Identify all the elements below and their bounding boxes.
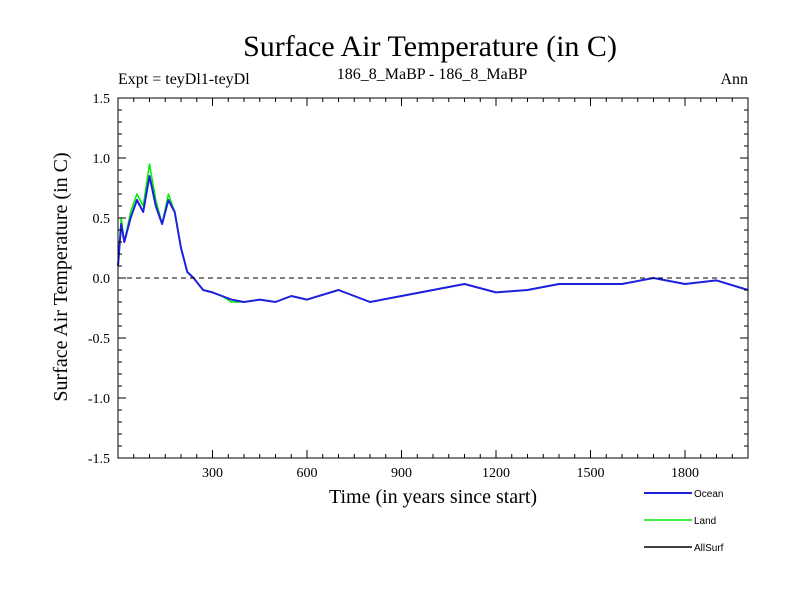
experiment-label: Expt = teyDl1-teyDl [118, 71, 250, 88]
x-tick-label: 1500 [577, 466, 605, 481]
x-tick-label: 1200 [482, 466, 510, 481]
land-legend-label: Land [694, 516, 716, 527]
legend: Ocean Land AllSurf [644, 489, 724, 554]
y-tick-label: 1.0 [93, 152, 111, 167]
y-tick-label: 1.5 [93, 92, 111, 107]
y-tick-label: -1.5 [88, 452, 110, 467]
x-axis-label: Time (in years since start) [329, 486, 537, 508]
x-tick-label: 600 [297, 466, 318, 481]
allsurf-legend-label: AllSurf [694, 543, 724, 554]
x-tick-label: 900 [391, 466, 412, 481]
x-tick-label: 300 [202, 466, 223, 481]
land-series-line [117, 163, 749, 303]
y-tick-label: 0.0 [93, 272, 111, 287]
chart-title: Surface Air Temperature (in C) [243, 30, 617, 63]
x-tick-label: 1800 [671, 466, 699, 481]
period-label: 186_8_MaBP - 186_8_MaBP [337, 66, 528, 83]
y-tick-label: 0.5 [93, 212, 111, 227]
y-tick-label: -0.5 [88, 332, 110, 347]
ocean-series-line [117, 175, 749, 303]
season-label: Ann [720, 71, 748, 88]
ocean-legend-label: Ocean [694, 489, 723, 500]
y-tick-label: -1.0 [88, 392, 110, 407]
plot-area: 300 600 900 1200 1500 1800 -1.5 -1.0 -0.5 0.0 0.5 1… [88, 92, 749, 481]
y-axis-label: Surface Air Temperature (in C) [50, 152, 72, 401]
